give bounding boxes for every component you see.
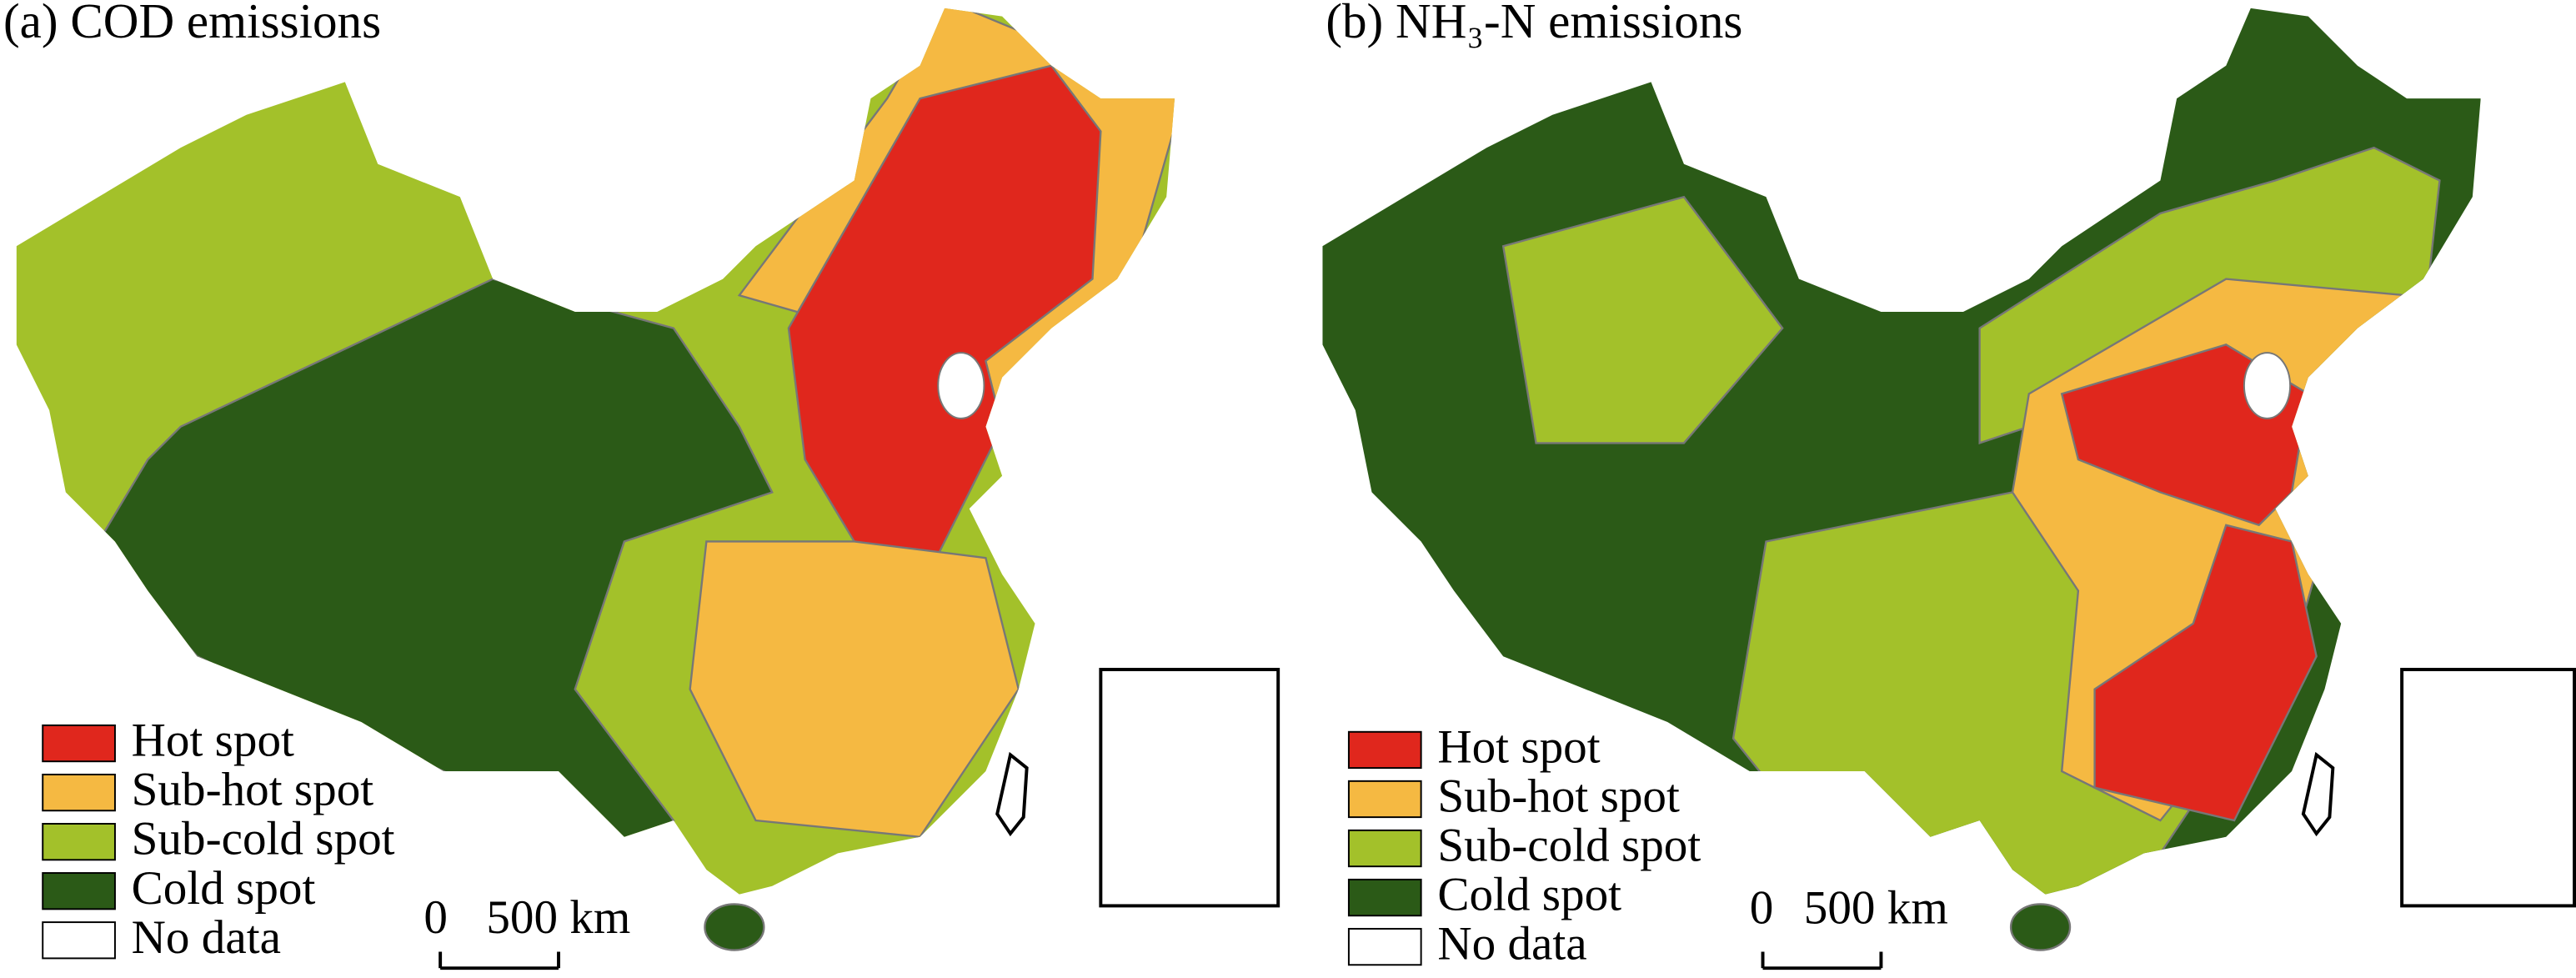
legend-label: No data [1437, 918, 1586, 970]
legend-label: Sub-hot spot [132, 764, 374, 816]
legend-label: Sub-cold spot [1437, 820, 1701, 872]
scale-label: 0 [1750, 881, 1774, 934]
region [787, 64, 1102, 559]
map [1322, 8, 2481, 895]
legend-label: Sub-cold spot [132, 813, 395, 865]
legend-swatch [1347, 829, 1422, 868]
region [689, 540, 1020, 838]
legend-label: Hot spot [1437, 721, 1600, 774]
inset [2400, 668, 2576, 908]
legend-label: No data [132, 911, 281, 964]
legend-label: Cold spot [1437, 869, 1621, 921]
region [2009, 903, 2072, 951]
legend-swatch [42, 724, 116, 763]
legend-swatch [42, 773, 116, 812]
legend-label: Cold spot [132, 862, 316, 915]
lake [2243, 352, 2292, 419]
legend-label: Sub-hot spot [1437, 770, 1680, 823]
scale-label: 0 [423, 891, 448, 944]
scale-label: 500 km [1804, 881, 1948, 934]
panel-title: (b) NH₃-N emissions [1326, 0, 1742, 48]
region [2093, 524, 2318, 822]
inset [1099, 668, 1280, 908]
lake [937, 352, 985, 419]
region [1501, 195, 1784, 444]
legend-swatch [1347, 878, 1422, 917]
scale-label: 500 km [486, 891, 630, 944]
panel-title: (a) COD emissions [3, 0, 381, 48]
legend-label: Hot spot [132, 715, 294, 767]
region [704, 903, 765, 951]
island [995, 751, 1029, 837]
legend-swatch [42, 921, 116, 960]
legend-swatch [42, 823, 116, 861]
legend-swatch [1347, 730, 1422, 770]
legend-swatch [1347, 780, 1422, 819]
legend-swatch [42, 872, 116, 910]
island [2301, 751, 2335, 837]
legend-swatch [1347, 927, 1422, 966]
